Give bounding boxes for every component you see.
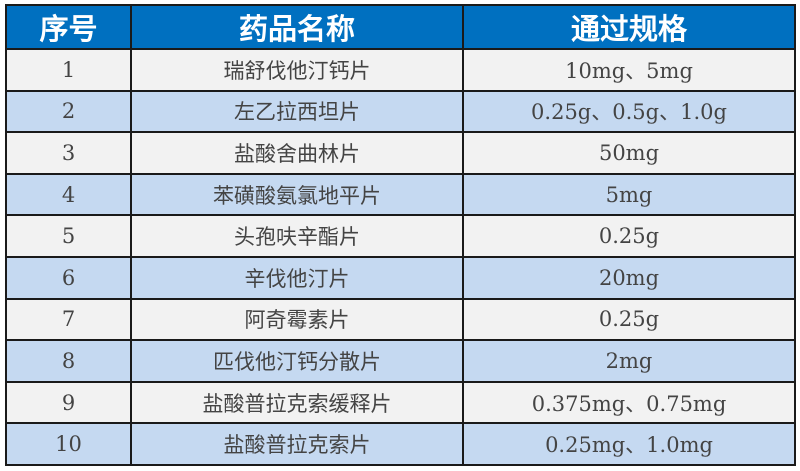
cell-spec: 0.25mg、1.0mg	[462, 422, 796, 466]
header-row: 序号 药品名称 通过规格	[5, 4, 796, 50]
cell-spec: 0.25g	[462, 214, 796, 258]
header-drug-name: 药品名称	[130, 4, 464, 50]
table-row: 10 盐酸普拉克索片 0.25mg、1.0mg	[5, 422, 796, 466]
cell-index: 6	[5, 255, 132, 300]
table-row: 8 匹伐他汀钙分散片 2mg	[5, 339, 796, 383]
cell-index: 8	[5, 339, 132, 383]
cell-drug-name: 盐酸舍曲林片	[130, 131, 464, 175]
cell-spec: 0.375mg、0.75mg	[462, 380, 796, 425]
cell-spec: 2mg	[462, 339, 796, 383]
cell-index: 2	[5, 89, 132, 134]
cell-index: 3	[5, 131, 132, 175]
cell-drug-name: 盐酸普拉克索片	[130, 422, 464, 466]
cell-index: 7	[5, 297, 132, 342]
cell-index: 4	[5, 172, 132, 217]
table-row: 4 苯磺酸氨氯地平片 5mg	[5, 172, 796, 217]
drug-spec-table: 序号 药品名称 通过规格 1 瑞舒伐他汀钙片 10mg、5mg 2 左乙拉西坦片 0.25…	[5, 4, 796, 466]
table-row: 9 盐酸普拉克索缓释片 0.375mg、0.75mg	[5, 380, 796, 425]
cell-drug-name: 匹伐他汀钙分散片	[130, 339, 464, 383]
header-index: 序号	[5, 4, 132, 50]
cell-drug-name: 左乙拉西坦片	[130, 89, 464, 134]
table-row: 3 盐酸舍曲林片 50mg	[5, 131, 796, 175]
cell-spec: 0.25g、0.5g、1.0g	[462, 89, 796, 134]
cell-drug-name: 苯磺酸氨氯地平片	[130, 172, 464, 217]
table-row: 1 瑞舒伐他汀钙片 10mg、5mg	[5, 48, 796, 92]
header-spec: 通过规格	[462, 4, 796, 50]
cell-spec: 20mg	[462, 255, 796, 300]
cell-drug-name: 瑞舒伐他汀钙片	[130, 48, 464, 92]
cell-drug-name: 盐酸普拉克索缓释片	[130, 380, 464, 425]
table-row: 7 阿奇霉素片 0.25g	[5, 297, 796, 342]
cell-spec: 50mg	[462, 131, 796, 175]
cell-index: 5	[5, 214, 132, 258]
table-row: 5 头孢呋辛酯片 0.25g	[5, 214, 796, 258]
cell-index: 1	[5, 48, 132, 92]
cell-drug-name: 辛伐他汀片	[130, 255, 464, 300]
cell-spec: 0.25g	[462, 297, 796, 342]
cell-spec: 10mg、5mg	[462, 48, 796, 92]
cell-drug-name: 头孢呋辛酯片	[130, 214, 464, 258]
table-row: 6 辛伐他汀片 20mg	[5, 255, 796, 300]
cell-index: 10	[5, 422, 132, 466]
cell-drug-name: 阿奇霉素片	[130, 297, 464, 342]
cell-spec: 5mg	[462, 172, 796, 217]
cell-index: 9	[5, 380, 132, 425]
table-row: 2 左乙拉西坦片 0.25g、0.5g、1.0g	[5, 89, 796, 134]
